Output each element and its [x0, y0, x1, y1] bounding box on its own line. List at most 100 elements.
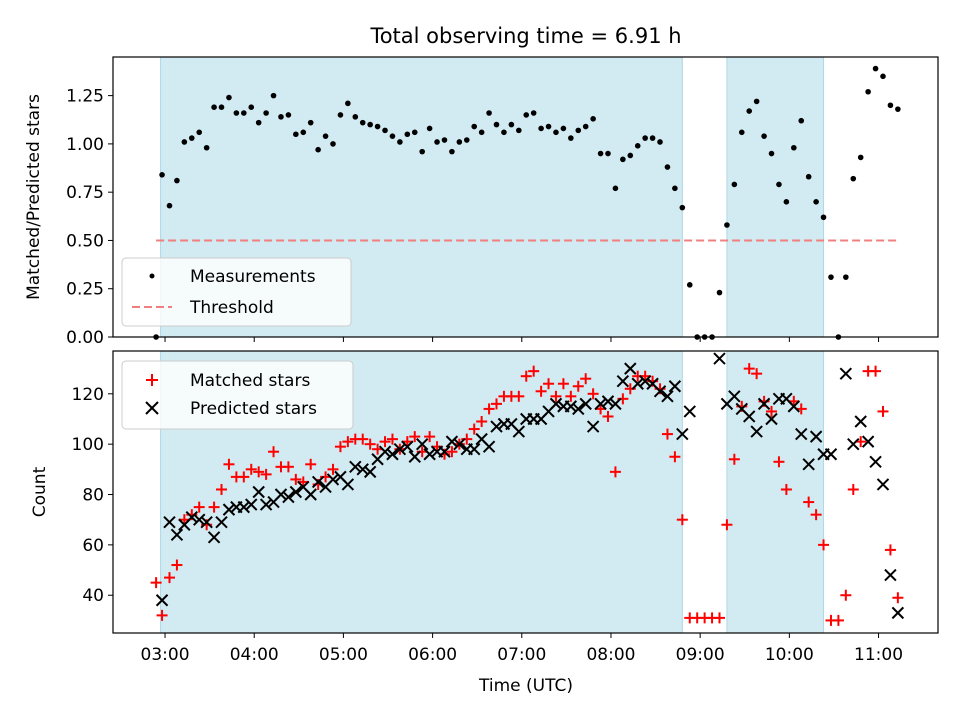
- predicted-star-point: [624, 362, 637, 375]
- matched-star-point: [877, 405, 889, 417]
- cross-stroke: [579, 397, 592, 411]
- measurement-point: [523, 112, 530, 118]
- cross-stroke: [795, 427, 808, 441]
- x-tick-label: 03:00: [141, 645, 190, 665]
- measurement-point: [293, 131, 299, 138]
- measurement-point: [322, 133, 329, 139]
- matched-star-point: [550, 390, 562, 402]
- x-tick-label: 09:00: [676, 645, 725, 665]
- matched-star-point: [676, 514, 688, 526]
- measurement-point: [850, 175, 857, 182]
- measurement-point: [196, 129, 203, 136]
- cross-stroke: [193, 513, 206, 526]
- cross-stroke: [586, 420, 600, 433]
- measurement-point: [181, 139, 188, 145]
- predicted-star-point: [326, 473, 340, 486]
- cross-stroke: [363, 465, 377, 479]
- predicted-star-point: [468, 442, 481, 456]
- cross-stroke: [401, 440, 414, 453]
- cross-stroke: [765, 412, 778, 426]
- predicted-star-point: [274, 488, 288, 501]
- x-tick-label: 04:00: [230, 645, 279, 665]
- predicted-star-point: [438, 445, 451, 458]
- matched-star-point: [260, 468, 272, 480]
- cross-stroke: [252, 485, 265, 499]
- matched-star-point: [669, 451, 681, 463]
- matched-star-point: [832, 614, 844, 626]
- legend-predicted-label: Predicted stars: [190, 399, 317, 419]
- cross-stroke: [661, 390, 674, 403]
- matched-star-point: [156, 609, 168, 621]
- cross-stroke: [482, 440, 496, 453]
- matched-star-point: [327, 463, 339, 475]
- cross-stroke: [349, 460, 362, 474]
- measurement-point: [389, 133, 396, 139]
- matched-star-point: [238, 471, 250, 483]
- matched-star-point: [721, 519, 733, 531]
- matched-star-point: [468, 423, 480, 435]
- measurement-point: [352, 114, 359, 120]
- predicted-star-point: [847, 437, 860, 451]
- predicted-star-point: [802, 458, 815, 471]
- measurement-point: [345, 100, 351, 107]
- matched-star-point: [810, 509, 822, 521]
- top-series-layer: [153, 65, 901, 340]
- measurement-point: [597, 150, 604, 157]
- cross-stroke: [423, 448, 436, 461]
- measurement-point: [516, 127, 522, 134]
- measurement-point: [872, 65, 879, 72]
- cross-stroke: [415, 437, 429, 451]
- predicted-star-point: [415, 437, 429, 451]
- measurement-point: [605, 150, 611, 157]
- cross-stroke: [809, 430, 823, 443]
- cross-stroke: [750, 425, 763, 438]
- matched-star-point: [223, 458, 235, 470]
- cross-stroke: [445, 435, 459, 448]
- matched-star-point: [766, 405, 778, 417]
- measurement-point: [642, 135, 648, 141]
- measurement-point: [449, 148, 455, 155]
- cross-stroke: [713, 352, 726, 365]
- matched-star-point: [520, 370, 532, 382]
- predicted-star-point: [549, 397, 563, 411]
- measurement-point: [857, 154, 864, 161]
- cross-stroke: [728, 390, 741, 403]
- predicted-star-point: [572, 402, 585, 416]
- top-axes-frame: [112, 56, 939, 338]
- y-tick-label: 40: [82, 586, 104, 606]
- cross-stroke: [802, 458, 815, 471]
- measurement-point: [820, 214, 827, 221]
- measurement-point: [508, 121, 515, 128]
- cross-stroke: [386, 448, 399, 461]
- measurement-point: [672, 185, 678, 192]
- matched-star-point: [193, 501, 205, 513]
- measurement-point: [315, 146, 321, 153]
- cross-stroke: [549, 397, 563, 411]
- predicted-star-point: [638, 375, 652, 388]
- x-tick-label: 06:00: [408, 645, 457, 665]
- predicted-star-point: [713, 352, 726, 365]
- predicted-star-point: [170, 528, 184, 542]
- cross-stroke: [200, 516, 213, 529]
- shaded-interval: [726, 350, 825, 634]
- cross-stroke: [646, 377, 659, 390]
- cross-stroke: [638, 375, 652, 388]
- measurement-point: [382, 127, 388, 134]
- predicted-star-point: [683, 405, 696, 418]
- cross-stroke: [155, 594, 169, 607]
- measurement-point: [575, 127, 582, 134]
- measurement-point: [255, 119, 262, 126]
- legend-predicted-marker: [145, 401, 159, 415]
- cross-stroke: [601, 395, 615, 408]
- measurement-point: [679, 204, 686, 211]
- cross-stroke: [334, 470, 347, 484]
- cross-stroke: [787, 400, 801, 413]
- matched-star-point: [446, 446, 458, 458]
- matched-star-point: [513, 390, 525, 402]
- predicted-star-point: [743, 410, 756, 423]
- matched-star-point: [364, 438, 376, 450]
- measurement-point: [248, 104, 255, 111]
- predicted-star-point: [423, 448, 436, 461]
- predicted-star-point: [378, 445, 392, 458]
- measurement-point: [865, 88, 871, 95]
